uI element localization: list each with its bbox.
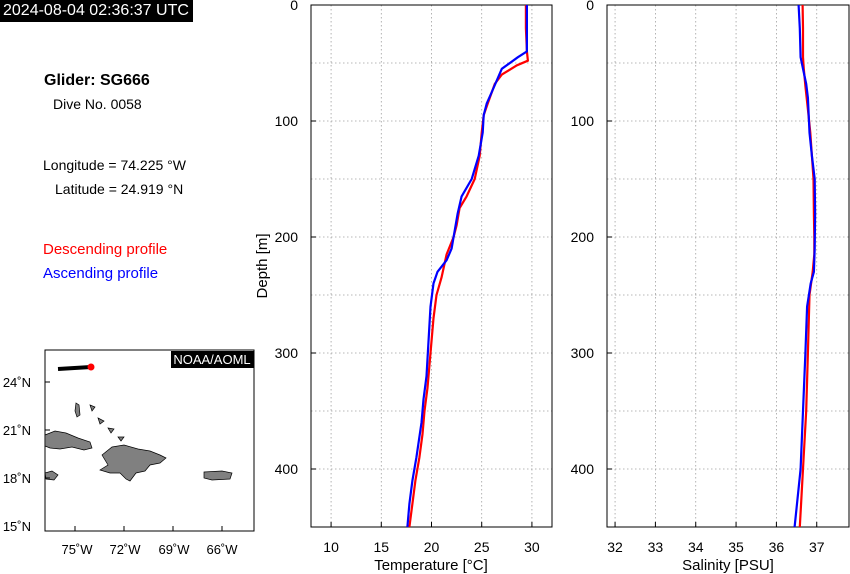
temperature-descending-line bbox=[408, 5, 530, 528]
map-badge-bg bbox=[171, 351, 254, 368]
temperature-y-tick-label: 100 bbox=[275, 113, 299, 129]
land-cuba-east bbox=[44, 430, 93, 451]
location-map: NOAA/AOML 24˚N 21˚N 18˚N 15˚N 75˚W 72˚W … bbox=[3, 349, 255, 557]
temperature-ascending-line bbox=[406, 5, 529, 528]
depth-y-axis-label: Depth [m] bbox=[254, 233, 271, 298]
land-bahamas-1 bbox=[74, 402, 81, 418]
temperature-y-tick-label: 400 bbox=[275, 461, 299, 477]
dive-number: Dive No. 0058 bbox=[53, 96, 142, 112]
land-bahamas-3 bbox=[97, 417, 105, 425]
temperature-x-tick-label: 25 bbox=[474, 539, 490, 555]
map-lat-label: 24˚N bbox=[3, 375, 31, 390]
glider-track bbox=[57, 365, 92, 371]
map-lon-label: 75˚W bbox=[61, 542, 93, 557]
temperature-y-tick-label: 0 bbox=[290, 0, 298, 13]
temperature-x-tick-label: 30 bbox=[524, 539, 540, 555]
map-lon-label: 69˚W bbox=[158, 542, 190, 557]
temperature-series bbox=[406, 5, 530, 528]
longitude-readout: Longitude = 74.225 °W bbox=[43, 157, 186, 173]
map-lat-label: 18˚N bbox=[3, 471, 31, 486]
map-badge: NOAA/AOML bbox=[173, 352, 250, 367]
map-lat-label: 21˚N bbox=[3, 423, 31, 438]
land-hispaniola bbox=[99, 444, 167, 482]
land-bahamas-2 bbox=[89, 404, 96, 412]
temperature-x-tick-label: 10 bbox=[323, 539, 339, 555]
glider-name: Glider: SG666 bbox=[44, 72, 150, 89]
temperature-y-tick-label: 300 bbox=[275, 345, 299, 361]
map-lon-label: 66˚W bbox=[206, 542, 238, 557]
land-bahamas-5 bbox=[117, 436, 125, 442]
temperature-x-tick-label: 15 bbox=[374, 539, 390, 555]
latitude-readout: Latitude = 24.919 °N bbox=[55, 181, 184, 197]
map-land bbox=[44, 402, 233, 482]
temperature-y-tick-label: 200 bbox=[275, 229, 299, 245]
map-lat-label: 15˚N bbox=[3, 519, 31, 534]
temperature-grid bbox=[311, 5, 552, 527]
timestamp: 2024-08-04 02:36:37 UTC bbox=[0, 0, 193, 22]
land-puerto-rico bbox=[203, 470, 233, 481]
descending-legend-label: Descending profile bbox=[43, 241, 168, 258]
temperature-x-axis-label: Temperature [°C] bbox=[374, 557, 488, 574]
ascending-legend-label: Ascending profile bbox=[43, 265, 159, 282]
temperature-x-tick-label: 20 bbox=[424, 539, 440, 555]
map-lon-label: 72˚W bbox=[109, 542, 141, 557]
land-bahamas-4 bbox=[107, 427, 115, 434]
glider-position-marker bbox=[87, 363, 95, 371]
